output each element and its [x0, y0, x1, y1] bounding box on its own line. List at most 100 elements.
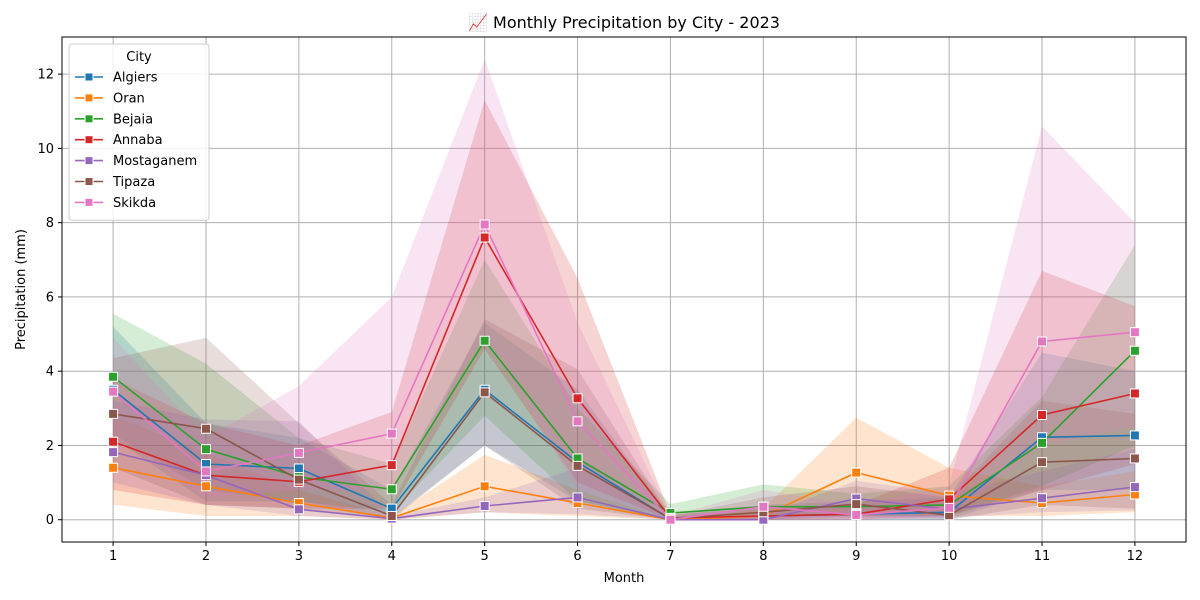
marker-skikda	[851, 509, 862, 520]
marker-annaba	[1037, 410, 1048, 421]
x-tick-label: 2	[202, 549, 210, 564]
legend-entry-annaba: Annaba	[113, 133, 163, 148]
y-tick-label: 0	[46, 513, 54, 528]
marker-oran	[479, 481, 490, 492]
marker-skikda	[108, 386, 119, 397]
line-mostaganem	[112, 451, 1135, 521]
marker-skikda	[479, 219, 490, 230]
marker-bejaia	[108, 371, 119, 382]
band-skikda	[113, 59, 1135, 520]
marker-mostaganem	[108, 447, 119, 458]
legend-marker-tipaza	[84, 177, 94, 186]
marker-skikda	[386, 428, 397, 439]
marker-skikda	[665, 514, 676, 525]
legend-entry-oran: Oran	[113, 91, 145, 106]
marker-mostaganem	[479, 500, 490, 511]
marker-tipaza	[851, 499, 862, 510]
marker-tipaza	[1037, 457, 1048, 468]
plot-frame	[61, 36, 1187, 543]
line-tipaza	[112, 391, 1135, 520]
legend-marker-skikda	[84, 197, 94, 207]
line-annaba	[112, 235, 1136, 519]
marker-mostaganem	[1037, 493, 1048, 504]
marker-skikda	[1129, 327, 1140, 338]
legend-entry-skikda: Skikda	[113, 196, 156, 211]
legend-marker-bejaia	[84, 114, 94, 124]
legend-entry-mostaganem: Mostaganem	[113, 154, 197, 169]
marker-annaba	[108, 436, 119, 447]
marker-skikda	[944, 502, 955, 513]
line-algiers	[112, 388, 1135, 520]
marker-oran	[108, 462, 119, 473]
line-bejaia	[112, 339, 1136, 514]
grid	[62, 37, 1186, 542]
marker-algiers	[293, 463, 304, 474]
marker-algiers	[1129, 430, 1140, 441]
marker-tipaza	[572, 460, 583, 471]
band-annaba	[113, 100, 1135, 520]
marker-annaba	[572, 393, 583, 404]
x-tick-label: 8	[759, 549, 767, 564]
chart-title: 📈 Monthly Precipitation by City - 2023	[468, 13, 780, 32]
band-algiers	[113, 322, 1135, 520]
line-skikda	[112, 222, 1135, 521]
marker-mostaganem	[293, 504, 304, 515]
y-tick-label: 10	[37, 142, 54, 157]
marker-oran	[200, 481, 211, 492]
legend-marker-mostaganem	[84, 156, 94, 166]
legend-marker-oran	[84, 93, 94, 103]
marker-skikda	[1037, 336, 1048, 347]
x-tick-label: 7	[666, 549, 674, 564]
legend-entry-tipaza: Tipaza	[112, 175, 155, 190]
marker-tipaza	[108, 408, 119, 419]
y-axis-ticks: 0 2 4 6 8 10 12	[37, 68, 62, 528]
marker-tipaza	[293, 474, 304, 485]
y-tick-label: 8	[46, 216, 54, 231]
legend-entry-algiers: Algiers	[113, 71, 158, 86]
x-tick-label: 10	[941, 549, 958, 564]
x-tick-label: 3	[295, 549, 303, 564]
marker-tipaza	[386, 511, 397, 522]
x-tick-label: 5	[481, 549, 489, 564]
marker-annaba	[1129, 388, 1140, 399]
marker-skikda	[293, 447, 304, 458]
y-tick-label: 6	[46, 290, 54, 305]
y-tick-label: 2	[46, 439, 54, 454]
y-tick-label: 12	[37, 68, 54, 83]
marker-bejaia	[1129, 345, 1140, 356]
marker-oran	[851, 467, 862, 478]
marker-bejaia	[1037, 437, 1048, 448]
band-bejaia	[113, 244, 1135, 520]
y-axis-label: Precipitation (mm)	[14, 229, 29, 350]
x-tick-label: 1	[109, 549, 117, 564]
x-tick-label: 11	[1034, 549, 1051, 564]
marker-bejaia	[386, 484, 397, 495]
legend-title: City	[126, 50, 152, 65]
legend-marker-annaba	[84, 135, 94, 145]
x-axis-label: Month	[604, 571, 645, 586]
x-tick-label: 6	[573, 549, 581, 564]
x-tick-label: 4	[388, 549, 396, 564]
marker-bejaia	[200, 444, 211, 455]
band-oran	[113, 415, 1135, 520]
y-tick-label: 4	[46, 365, 54, 380]
marker-mostaganem	[572, 492, 583, 503]
marker-bejaia	[479, 335, 490, 346]
marker-tipaza	[200, 423, 211, 434]
marker-annaba	[479, 232, 490, 243]
series-markers	[108, 219, 1140, 525]
legend: City Algiers Oran Bejaia Annaba Mostaganem Tip…	[68, 43, 210, 221]
legend-marker-algiers	[84, 72, 94, 82]
x-axis-ticks: 1 2 3 4 5 6 7 8 9 10 11 12	[109, 542, 1143, 564]
x-tick-label: 12	[1127, 549, 1144, 564]
marker-annaba	[944, 494, 955, 505]
marker-skikda	[758, 501, 769, 512]
marker-skikda	[200, 466, 211, 477]
band-mostaganem	[113, 400, 1135, 520]
marker-tipaza	[479, 387, 490, 398]
marker-mostaganem	[1129, 482, 1140, 493]
line-oran	[112, 466, 1135, 521]
legend-box	[68, 43, 210, 221]
marker-annaba	[386, 460, 397, 471]
